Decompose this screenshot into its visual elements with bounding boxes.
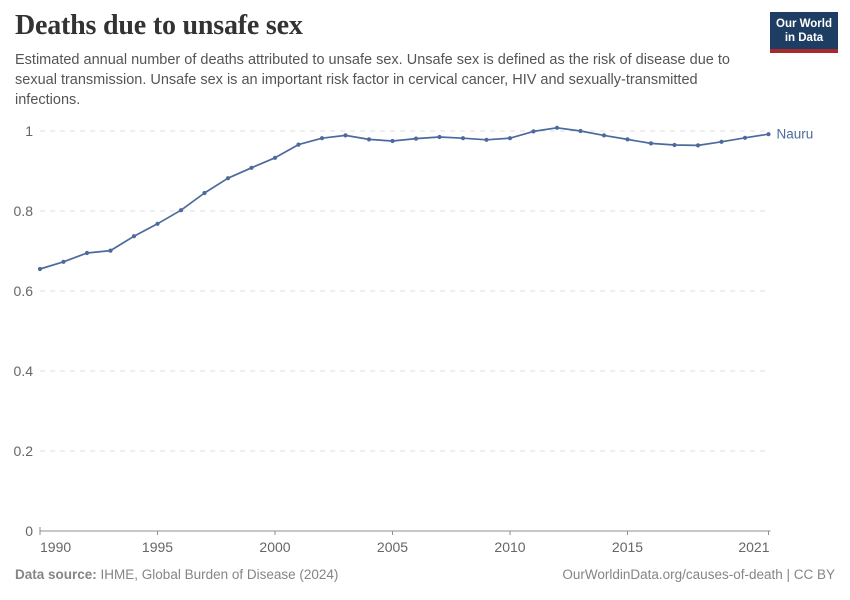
data-point xyxy=(296,142,301,147)
data-point xyxy=(225,176,231,181)
y-tick-label: 0.6 xyxy=(14,283,34,299)
data-point xyxy=(742,135,748,140)
data-point xyxy=(37,266,43,272)
data-point xyxy=(343,133,348,138)
data-point xyxy=(554,125,560,130)
data-point xyxy=(319,136,325,141)
data-point xyxy=(84,250,90,256)
y-tick-label: 0 xyxy=(25,523,33,539)
series-end-label: Nauru xyxy=(777,127,814,142)
data-point xyxy=(484,137,489,142)
data-point xyxy=(507,136,513,141)
data-point xyxy=(131,234,137,239)
data-point xyxy=(178,208,184,213)
y-tick-label: 0.2 xyxy=(14,443,34,459)
x-tick-label: 1990 xyxy=(40,539,71,555)
owid-logo[interactable]: Our World in Data xyxy=(770,12,838,54)
chart-footer: Data source: IHME, Global Burden of Dise… xyxy=(15,567,835,582)
series-nauru-line xyxy=(37,125,771,272)
x-tick-label: 2021 xyxy=(738,539,769,555)
chart-subtitle: Estimated annual number of deaths attrib… xyxy=(15,52,730,108)
data-point xyxy=(460,136,466,141)
logo-line-1: Our World xyxy=(776,18,833,30)
footer-credit-link[interactable]: OurWorldinData.org/causes-of-death | CC … xyxy=(562,567,835,582)
data-point xyxy=(766,132,771,137)
data-point xyxy=(155,221,160,226)
data-point xyxy=(601,133,607,138)
data-point xyxy=(578,128,583,134)
y-tick-label: 0.4 xyxy=(14,363,34,379)
data-point xyxy=(672,142,677,148)
x-tick-label: 2015 xyxy=(612,539,643,555)
entity-label: Nauru xyxy=(777,127,814,142)
data-point xyxy=(531,129,536,134)
y-tick-label: 0.8 xyxy=(14,203,34,219)
x-axis-labels: 1990 1995 2000 2005 2010 2015 2021 xyxy=(40,539,770,555)
data-point xyxy=(648,141,654,146)
data-point xyxy=(249,165,254,170)
x-tick-label: 2010 xyxy=(494,539,525,555)
x-axis xyxy=(39,527,771,535)
trend-line xyxy=(39,126,770,270)
x-tick-label: 2005 xyxy=(377,539,408,555)
page-title: Deaths due to unsafe sex xyxy=(15,10,303,41)
data-point xyxy=(625,137,630,142)
line-chart[interactable]: 0 0.2 0.4 0.6 0.8 1 1990 1995 2000 2005 2010 2015 2… xyxy=(0,0,850,562)
data-point xyxy=(390,138,395,144)
x-tick-label: 2000 xyxy=(259,539,290,555)
data-point xyxy=(695,143,701,148)
x-tick-label: 1995 xyxy=(142,539,173,555)
data-point xyxy=(719,139,724,144)
data-source-value: IHME, Global Burden of Disease (2024) xyxy=(100,567,339,582)
logo-line-2: in Data xyxy=(784,32,824,45)
y-tick-label: 1 xyxy=(25,123,33,139)
gridlines xyxy=(40,130,771,452)
data-point xyxy=(108,248,113,253)
data-point xyxy=(366,137,372,142)
data-point xyxy=(413,136,419,141)
data-point xyxy=(437,134,442,140)
data-point xyxy=(202,190,207,196)
data-point xyxy=(61,259,66,264)
y-axis-labels: 0 0.2 0.4 0.6 0.8 1 xyxy=(14,123,34,539)
data-point xyxy=(272,155,278,160)
data-source-label: Data source: xyxy=(15,567,97,582)
data-source: Data source: IHME, Global Burden of Dise… xyxy=(15,567,338,582)
